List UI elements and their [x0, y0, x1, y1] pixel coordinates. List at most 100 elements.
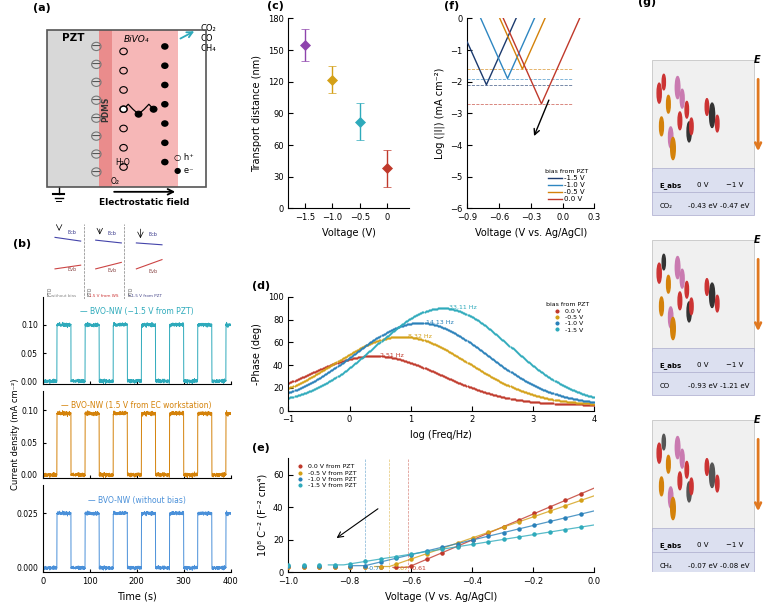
Point — [390, 559, 402, 569]
Text: 0 V: 0 V — [697, 182, 709, 188]
Circle shape — [668, 127, 673, 148]
Text: −: − — [91, 130, 101, 143]
Circle shape — [687, 122, 691, 142]
Circle shape — [120, 106, 127, 112]
FancyBboxPatch shape — [652, 240, 753, 351]
Circle shape — [675, 76, 680, 99]
Circle shape — [136, 111, 142, 117]
Y-axis label: -Phase (deg): -Phase (deg) — [252, 323, 263, 384]
Point — [421, 547, 433, 556]
Point — [298, 561, 310, 570]
Text: E: E — [753, 56, 760, 65]
Text: −: − — [91, 76, 101, 89]
Point — [298, 562, 310, 572]
Point — [467, 533, 479, 543]
Circle shape — [685, 282, 689, 298]
Text: -0.61: -0.61 — [411, 565, 427, 571]
Text: −: − — [91, 58, 101, 71]
Text: (b): (b) — [12, 239, 31, 249]
Circle shape — [667, 275, 670, 293]
Text: −: − — [91, 147, 101, 160]
Point — [313, 562, 326, 572]
Circle shape — [161, 101, 168, 108]
Bar — [112, 30, 178, 187]
Bar — [47, 30, 99, 187]
Point — [421, 549, 433, 559]
Point — [451, 539, 464, 548]
Point — [375, 554, 387, 564]
Text: 2.51 Hz: 2.51 Hz — [380, 353, 404, 358]
Bar — [47, 30, 206, 187]
Text: (a): (a) — [33, 2, 51, 13]
Circle shape — [689, 478, 693, 494]
Text: -0.93 eV: -0.93 eV — [688, 383, 717, 389]
Point — [344, 559, 356, 569]
Y-axis label: Current density (mA cm⁻²): Current density (mA cm⁻²) — [11, 379, 19, 490]
Point — [574, 489, 587, 499]
Point — [436, 542, 449, 552]
X-axis label: Voltage (V vs. Ag/AgCl): Voltage (V vs. Ag/AgCl) — [386, 592, 498, 602]
Circle shape — [671, 138, 675, 160]
Point — [482, 537, 495, 547]
Point — [436, 543, 449, 553]
Circle shape — [150, 106, 157, 112]
Point — [574, 522, 587, 532]
Point — [528, 529, 541, 539]
Y-axis label: Log (|I|) (mA cm⁻²): Log (|I|) (mA cm⁻²) — [434, 68, 445, 159]
Text: E: E — [753, 236, 760, 245]
Circle shape — [710, 463, 714, 488]
Text: CH₄: CH₄ — [200, 43, 217, 53]
Point — [513, 524, 525, 534]
Point — [359, 562, 372, 572]
Point — [282, 562, 294, 572]
Text: (c): (c) — [266, 1, 284, 11]
Point — [451, 538, 464, 548]
Point — [313, 560, 326, 570]
Point — [282, 561, 294, 570]
Text: -0.75: -0.75 — [368, 565, 384, 571]
Text: PDMS: PDMS — [101, 97, 110, 122]
Point — [559, 496, 572, 506]
Text: E_abs: E_abs — [659, 542, 682, 548]
Point — [498, 528, 510, 537]
Text: CO₂: CO₂ — [659, 203, 672, 209]
Point — [313, 562, 326, 572]
Circle shape — [685, 461, 689, 478]
Circle shape — [660, 297, 664, 316]
Circle shape — [671, 318, 675, 340]
Point — [328, 561, 340, 570]
Point — [328, 560, 340, 570]
Circle shape — [687, 302, 691, 322]
Point — [451, 542, 464, 551]
Circle shape — [161, 120, 168, 127]
Circle shape — [662, 435, 665, 450]
Point — [528, 520, 541, 530]
Text: 14.13 Hz: 14.13 Hz — [426, 320, 454, 325]
FancyBboxPatch shape — [652, 168, 753, 215]
Circle shape — [668, 487, 673, 508]
Point — [513, 515, 525, 525]
Circle shape — [716, 295, 719, 312]
Circle shape — [667, 95, 670, 113]
Circle shape — [662, 74, 665, 90]
Point — [498, 522, 510, 532]
Circle shape — [716, 115, 719, 132]
Point — [574, 509, 587, 519]
X-axis label: Voltage (V vs. Ag/AgCl): Voltage (V vs. Ag/AgCl) — [474, 228, 587, 237]
Circle shape — [161, 159, 168, 165]
Text: — BVO-NW (1.5 V from EC workstation): — BVO-NW (1.5 V from EC workstation) — [62, 401, 212, 411]
Point — [544, 506, 556, 516]
Point — [467, 539, 479, 549]
Text: −1 V: −1 V — [727, 362, 744, 368]
Circle shape — [668, 307, 673, 328]
FancyBboxPatch shape — [652, 348, 753, 395]
Point — [405, 550, 418, 559]
Point — [344, 561, 356, 570]
Point — [298, 562, 310, 572]
Text: ○ h⁺: ○ h⁺ — [174, 152, 194, 162]
Point — [451, 541, 464, 551]
Circle shape — [660, 477, 664, 496]
Point — [405, 554, 418, 564]
Point — [390, 562, 402, 572]
Text: 33.11 Hz: 33.11 Hz — [449, 305, 477, 310]
